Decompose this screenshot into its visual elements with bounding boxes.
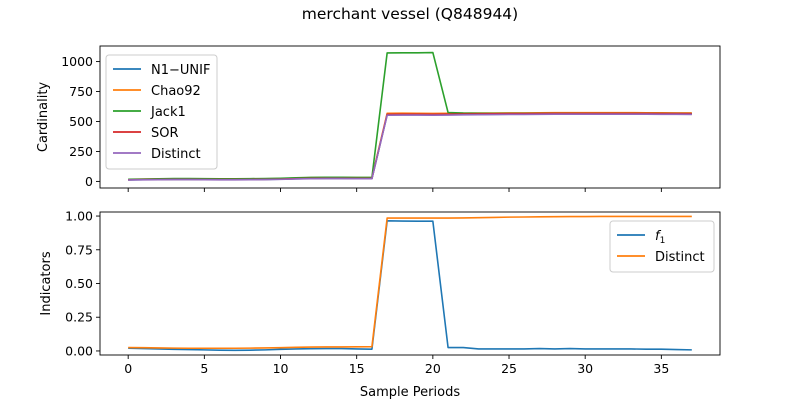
legend-label: Distinct bbox=[655, 250, 705, 265]
legend-box bbox=[609, 220, 715, 273]
series-line-f1 bbox=[128, 219, 692, 352]
y-axis-label: Indicators bbox=[39, 251, 54, 315]
y-tick-label: 0.00 bbox=[65, 343, 93, 358]
y-tick-label: 0.50 bbox=[65, 276, 93, 291]
y-tick-label: 0.75 bbox=[65, 242, 93, 257]
y-tick-label: 1.00 bbox=[65, 209, 93, 224]
x-tick-label: 0 bbox=[124, 361, 132, 376]
legend: f1 Distinct bbox=[609, 220, 715, 273]
axes-frame bbox=[99, 45, 721, 189]
series-line-distinct bbox=[128, 215, 692, 350]
indicators-panel: 0.00 0.25 0.50 0.75 1.00 0 5 10 15 20 25 30 35 Indica… bbox=[39, 209, 721, 400]
y-tick-label: 1000 bbox=[61, 54, 93, 69]
y-tick-label: 250 bbox=[69, 144, 93, 159]
legend-label: SOR bbox=[151, 126, 179, 141]
x-tick-label: 30 bbox=[577, 361, 593, 376]
y-tick-label: 500 bbox=[69, 114, 93, 129]
legend-label: Distinct bbox=[151, 147, 201, 162]
x-tick-label: 20 bbox=[425, 361, 441, 376]
series-group bbox=[128, 51, 692, 181]
legend-box bbox=[105, 54, 218, 170]
legend-label: f1 bbox=[655, 229, 665, 246]
legend-label: N1−UNIF bbox=[151, 63, 210, 78]
series-line-distinct bbox=[128, 113, 692, 181]
chart-title: merchant vessel (Q848944) bbox=[302, 5, 518, 23]
x-tick-label: 35 bbox=[653, 361, 669, 376]
series-group bbox=[128, 215, 692, 352]
legend-label: Chao92 bbox=[151, 84, 201, 99]
y-tick-label: 750 bbox=[69, 84, 93, 99]
y-tick-label: 0.25 bbox=[65, 310, 93, 325]
x-tick-label: 25 bbox=[501, 361, 517, 376]
y-tick-label: 0 bbox=[85, 174, 93, 189]
x-tick-label: 15 bbox=[349, 361, 365, 376]
x-tick-label: 10 bbox=[273, 361, 289, 376]
x-tick-label: 5 bbox=[200, 361, 208, 376]
y-axis-label: Cardinality bbox=[36, 82, 51, 153]
legend-label: Jack1 bbox=[150, 105, 186, 120]
legend: N1−UNIF Chao92 Jack1 SOR Distinct bbox=[105, 54, 218, 170]
cardinality-panel: 0 250 500 750 1000 Cardinality N1−UNIF Chao92 Ja… bbox=[36, 45, 721, 192]
x-axis-label: Sample Periods bbox=[360, 385, 460, 400]
